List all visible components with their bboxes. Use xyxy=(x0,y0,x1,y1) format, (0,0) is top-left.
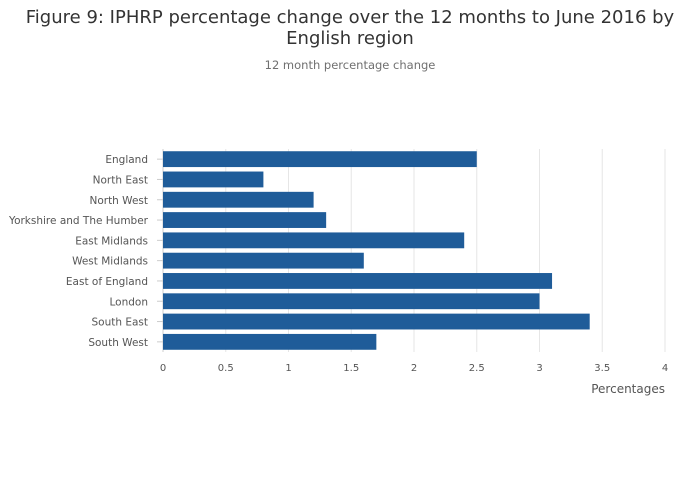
bar-west-midlands xyxy=(163,252,364,269)
bar-east-of-england xyxy=(163,273,553,289)
bar-north-west xyxy=(163,191,314,208)
bar-south-west xyxy=(163,333,377,350)
category-label: London xyxy=(110,296,149,308)
chart-subtitle: 12 month percentage change xyxy=(264,58,436,72)
x-tick-label: 4 xyxy=(662,363,668,374)
bar-north-east xyxy=(163,171,264,188)
chart-title-line-2: English region xyxy=(286,28,414,49)
x-tick-label: 0 xyxy=(160,363,166,374)
bar-south-east xyxy=(163,313,590,330)
x-axis-title: Percentages xyxy=(591,382,665,396)
x-tick-label: 3.5 xyxy=(594,363,610,374)
chart-title: Figure 9: IPHRP percentage change over t… xyxy=(0,7,700,49)
category-label: North West xyxy=(89,195,148,207)
x-tick-label: 2 xyxy=(411,363,417,374)
bars xyxy=(163,151,590,350)
x-tick-label: 3 xyxy=(536,363,542,374)
category-label: South West xyxy=(88,337,148,349)
category-label: East Midlands xyxy=(75,235,148,247)
category-label: East of England xyxy=(66,276,148,288)
x-tick-label: 1.5 xyxy=(343,363,359,374)
x-tick-label: 1 xyxy=(285,363,291,374)
bar-yorkshire-and-the-humber xyxy=(163,212,327,228)
bar-london xyxy=(163,293,540,310)
category-label: West Midlands xyxy=(72,256,148,268)
x-tick-label: 0.5 xyxy=(218,363,234,374)
x-tick-labels: 0 0.5 1 1.5 2 2.5 3 3.5 4 xyxy=(160,363,668,374)
chart-title-line-1: Figure 9: IPHRP percentage change over t… xyxy=(25,7,675,28)
bar-england xyxy=(163,151,477,168)
category-label: North East xyxy=(93,174,148,186)
category-label: England xyxy=(105,154,148,166)
bar-east-midlands xyxy=(163,232,465,249)
x-tick-label: 2.5 xyxy=(469,363,485,374)
category-labels: England North East North West Yorkshire and… xyxy=(8,154,149,349)
category-label: South East xyxy=(91,317,148,329)
category-label: Yorkshire and The Humber xyxy=(8,215,149,227)
